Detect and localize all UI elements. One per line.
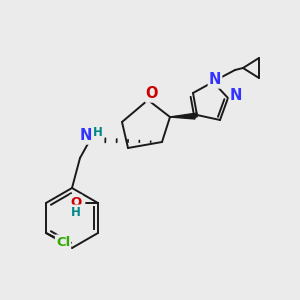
Text: H: H [71, 206, 81, 218]
Text: H: H [93, 125, 103, 139]
Text: N: N [80, 128, 92, 143]
Polygon shape [170, 113, 197, 117]
Text: Cl: Cl [56, 236, 70, 248]
Polygon shape [170, 115, 195, 119]
Text: O: O [70, 196, 82, 208]
Text: N: N [230, 88, 242, 104]
Text: N: N [209, 73, 221, 88]
Text: O: O [146, 86, 158, 101]
